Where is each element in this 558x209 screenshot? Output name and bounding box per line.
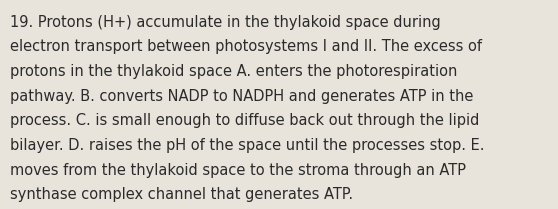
Text: pathway. B. converts NADP to NADPH and generates ATP in the: pathway. B. converts NADP to NADPH and g… xyxy=(10,89,473,104)
Text: protons in the thylakoid space A. enters the photorespiration: protons in the thylakoid space A. enters… xyxy=(10,64,458,79)
Text: 19. Protons (H+) accumulate in the thylakoid space during: 19. Protons (H+) accumulate in the thyla… xyxy=(10,15,441,30)
Text: process. C. is small enough to diffuse back out through the lipid: process. C. is small enough to diffuse b… xyxy=(10,113,479,128)
Text: synthase complex channel that generates ATP.: synthase complex channel that generates … xyxy=(10,187,353,202)
Text: moves from the thylakoid space to the stroma through an ATP: moves from the thylakoid space to the st… xyxy=(10,163,466,178)
Text: bilayer. D. raises the pH of the space until the processes stop. E.: bilayer. D. raises the pH of the space u… xyxy=(10,138,484,153)
Text: electron transport between photosystems I and II. The excess of: electron transport between photosystems … xyxy=(10,39,482,54)
